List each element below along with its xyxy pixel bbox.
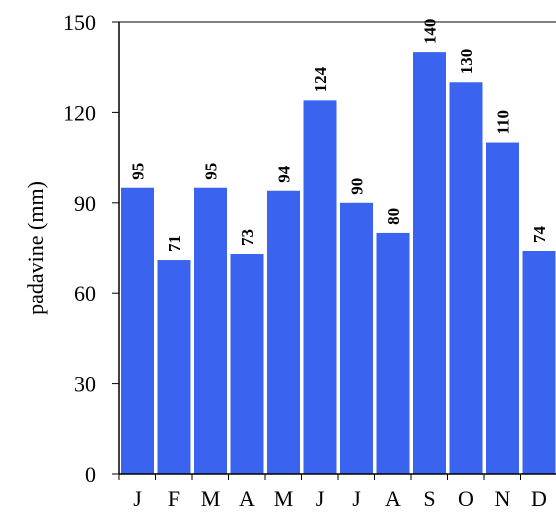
- y-axis-label: padavine (mm): [23, 181, 48, 315]
- x-tick-label: A: [385, 486, 401, 511]
- x-tick-label: M: [201, 486, 221, 511]
- bar-o-9: [449, 82, 483, 475]
- y-tick-label: 120: [63, 100, 96, 125]
- data-label: 124: [311, 66, 330, 92]
- x-tick-label: F: [168, 486, 180, 511]
- bar-m-4: [267, 190, 300, 474]
- bar-d-11: [522, 251, 556, 474]
- x-tick-label: A: [239, 486, 255, 511]
- x-tick-label: J: [133, 486, 142, 511]
- x-tick-label: S: [423, 486, 435, 511]
- data-label: 95: [129, 163, 148, 180]
- data-label: 130: [457, 49, 476, 75]
- y-tick-label: 0: [85, 462, 96, 487]
- data-label: 80: [384, 208, 403, 225]
- bars-group: [121, 52, 556, 475]
- y-tick-label: 150: [63, 10, 96, 35]
- data-label: 73: [238, 229, 257, 246]
- bar-a-3: [230, 254, 264, 474]
- bar-j-5: [303, 100, 337, 474]
- data-label: 110: [494, 110, 513, 135]
- y-tick-label: 90: [74, 191, 96, 216]
- data-label: 95: [202, 163, 221, 180]
- data-label: 140: [421, 19, 440, 45]
- bar-m-2: [194, 187, 227, 474]
- bar-a-7: [376, 232, 410, 474]
- bar-s-8: [413, 52, 446, 475]
- x-tick-label: J: [316, 486, 325, 511]
- data-label: 94: [275, 165, 294, 183]
- data-labels-group: 95 71 95 73 94 124 90 80 140 130 110 74: [129, 19, 550, 252]
- bar-j-0: [121, 187, 154, 474]
- y-ticks-group: 0 30 60 90 120 150: [63, 10, 119, 487]
- bar-f-1: [157, 260, 191, 474]
- x-tick-label: D: [531, 486, 547, 511]
- x-tick-label: N: [495, 486, 511, 511]
- y-tick-label: 60: [74, 281, 96, 306]
- x-tick-label: O: [458, 486, 474, 511]
- y-tick-label: 30: [74, 372, 96, 397]
- x-tick-label: M: [274, 486, 294, 511]
- data-label: 74: [530, 226, 549, 244]
- x-tick-label: J: [352, 486, 361, 511]
- bar-n-10: [486, 142, 519, 475]
- data-label: 90: [348, 178, 367, 195]
- bar-j-6: [340, 202, 373, 475]
- data-label: 71: [165, 235, 184, 252]
